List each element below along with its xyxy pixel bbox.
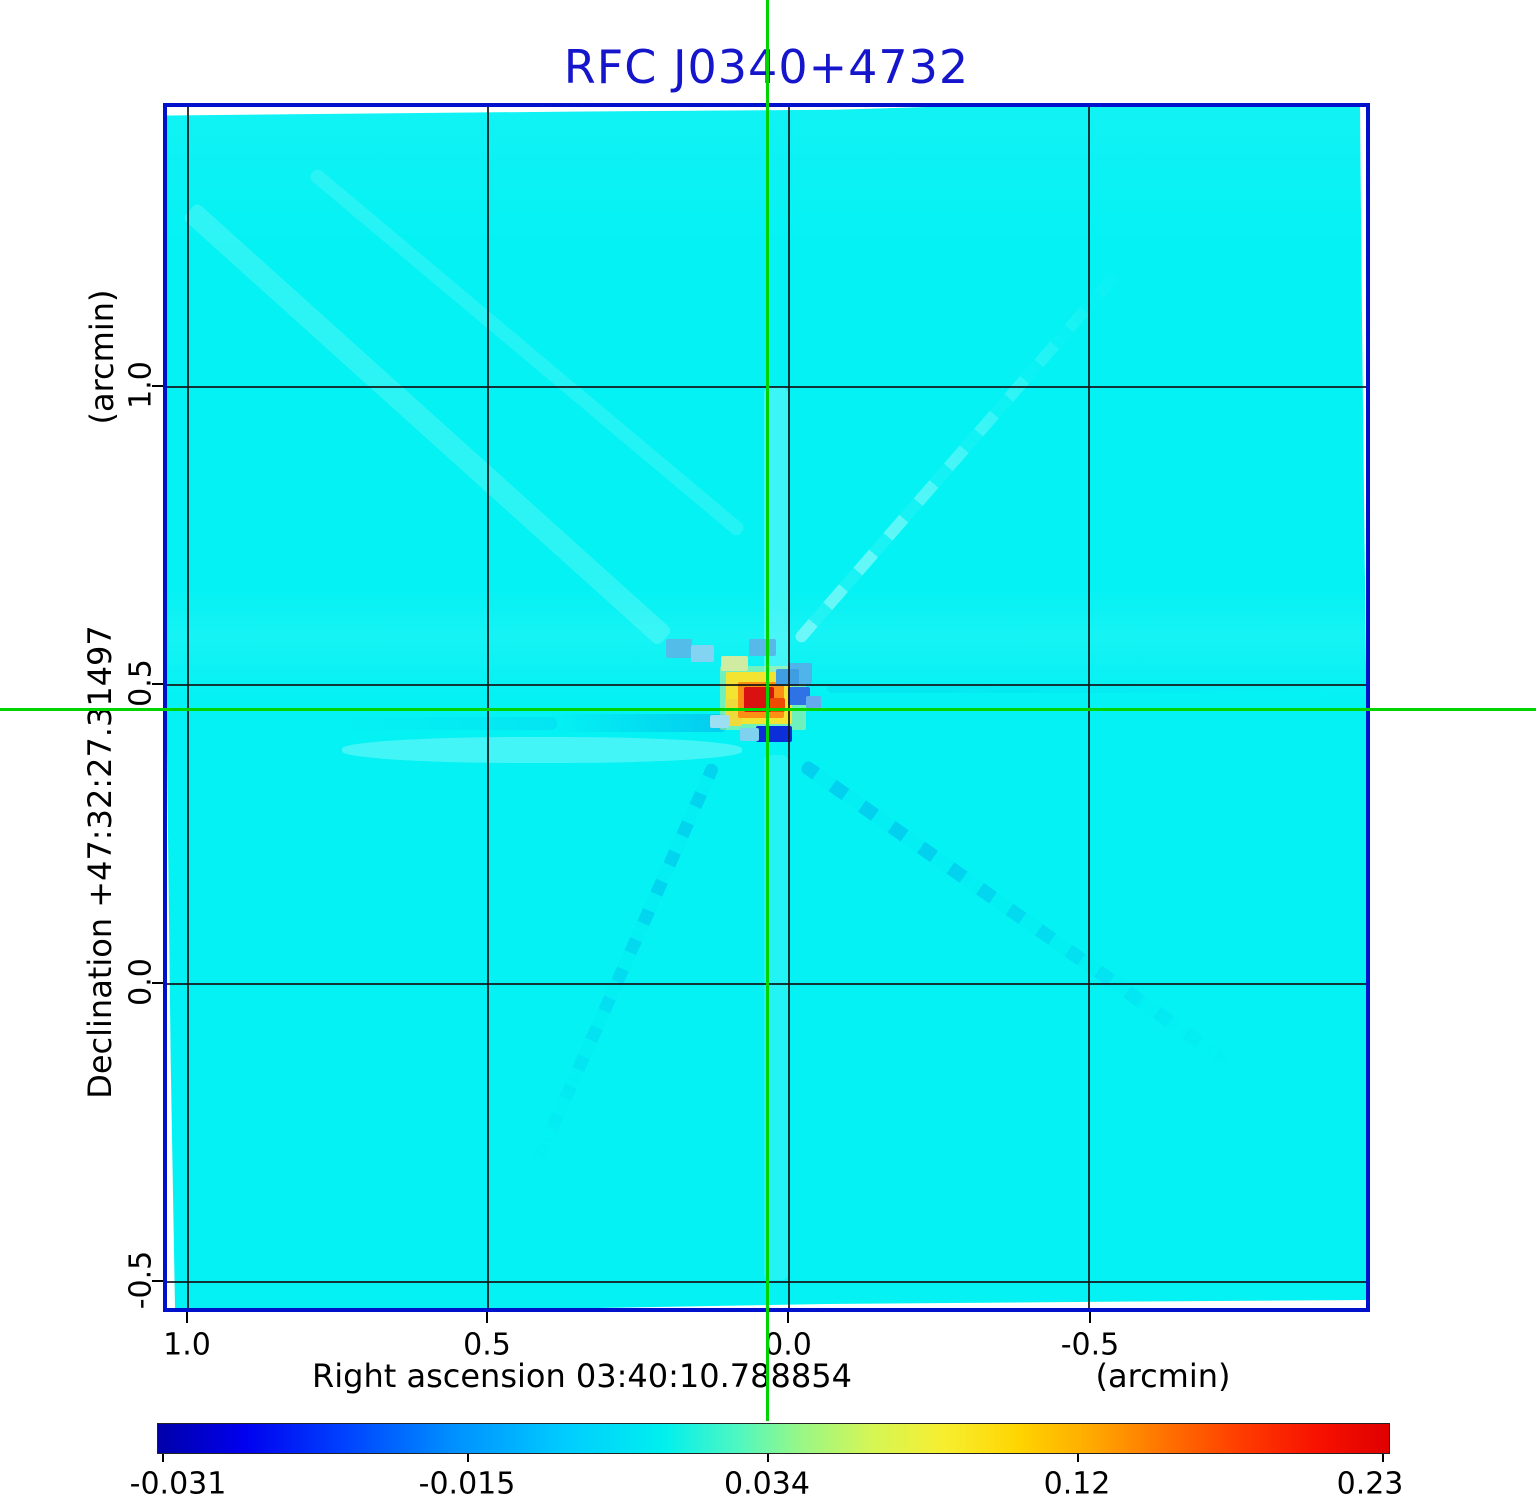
negative-pixel bbox=[666, 639, 692, 658]
y-tick-label: -0.5 bbox=[123, 1250, 159, 1310]
colorbar-tick bbox=[1382, 1454, 1384, 1462]
x-tick-label: -0.5 bbox=[1060, 1327, 1120, 1363]
colorbar-tick-label: 0.12 bbox=[1043, 1466, 1111, 1502]
colorbar-tick bbox=[767, 1454, 769, 1462]
negative-pixel bbox=[788, 687, 810, 705]
negative-pixel bbox=[691, 645, 714, 662]
y-axis-tick bbox=[152, 385, 163, 387]
artifact-smear-right bbox=[827, 684, 1347, 693]
y-axis-unit-label: (arcmin) bbox=[83, 289, 121, 425]
colorbar-gradient bbox=[157, 1423, 1390, 1454]
x-axis-tick bbox=[787, 1312, 789, 1323]
negative-pixel bbox=[806, 696, 821, 709]
source-core bbox=[744, 687, 774, 712]
gridline-vertical-ra--0.5 bbox=[1088, 107, 1090, 1308]
y-axis-tick bbox=[152, 982, 163, 984]
x-tick-label: 0.0 bbox=[764, 1327, 812, 1363]
colorbar-tick-label: 0.23 bbox=[1336, 1466, 1404, 1502]
negative-pixel bbox=[776, 669, 799, 686]
y-tick-label: 0.5 bbox=[123, 659, 159, 707]
artifact-smear-left-faint bbox=[342, 717, 557, 730]
x-axis-label: Right ascension 03:40:10.788854 bbox=[312, 1357, 852, 1395]
gridline-vertical-ra-0.5 bbox=[487, 107, 489, 1308]
y-axis-tick bbox=[152, 1280, 163, 1282]
y-tick-label: 1.0 bbox=[123, 361, 159, 409]
colorbar-tick bbox=[467, 1454, 469, 1462]
colorbar-tick-label: -0.015 bbox=[418, 1466, 516, 1502]
image-edge-gap-bottom bbox=[597, 1300, 1366, 1308]
colorbar-tick bbox=[162, 1454, 164, 1462]
colorbar-tick bbox=[1077, 1454, 1079, 1462]
y-tick-label: 0.0 bbox=[123, 958, 159, 1006]
source-pixel bbox=[721, 656, 748, 671]
negative-pixel bbox=[749, 639, 776, 656]
x-axis-tick bbox=[186, 1312, 188, 1323]
artifact-smear-left bbox=[552, 714, 727, 732]
x-axis-tick bbox=[486, 1312, 488, 1323]
x-tick-label: 0.5 bbox=[463, 1327, 511, 1363]
gridline-vertical-ra-1.0 bbox=[187, 107, 189, 1308]
x-tick-label: 1.0 bbox=[163, 1327, 211, 1363]
y-axis-tick bbox=[152, 683, 163, 685]
colorbar-tick-label: 0.034 bbox=[724, 1466, 810, 1502]
y-axis-label: Declination +47:32:27.31497 bbox=[81, 625, 119, 1099]
source-pixel bbox=[725, 699, 742, 726]
negative-sidelobe bbox=[756, 726, 792, 742]
colorbar-tick-label: -0.031 bbox=[129, 1466, 227, 1502]
negative-pixel bbox=[710, 715, 729, 728]
image-edge-gap-top bbox=[167, 107, 927, 116]
artifact-light-band bbox=[342, 737, 742, 763]
negative-pixel bbox=[740, 728, 759, 741]
x-axis-tick bbox=[1089, 1312, 1091, 1323]
gridline-vertical-ra-0.0 bbox=[788, 107, 790, 1308]
x-axis-unit-label: (arcmin) bbox=[1095, 1357, 1231, 1395]
crosshair-horizontal-line bbox=[0, 708, 1536, 711]
